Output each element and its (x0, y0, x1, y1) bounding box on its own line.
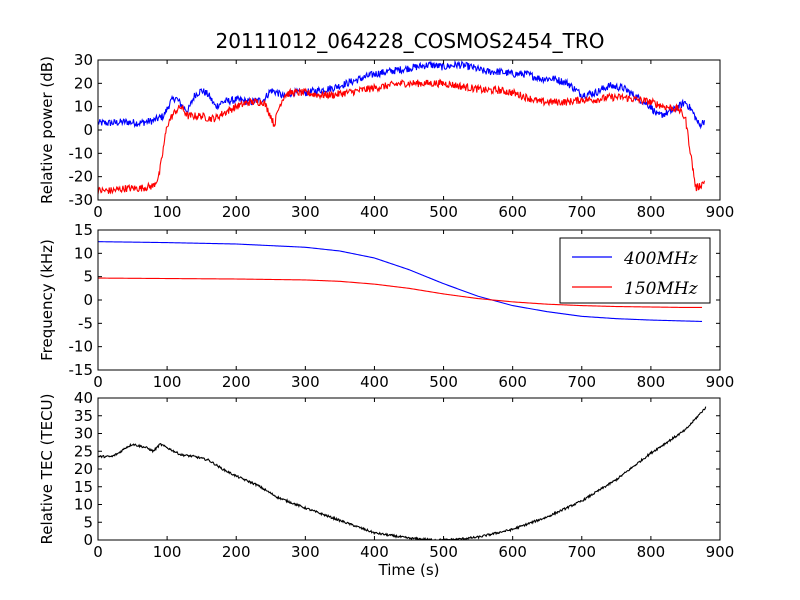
y-tick-label: 35 (74, 407, 93, 425)
series-line-3-1 (98, 406, 707, 540)
x-tick-label: 500 (429, 373, 458, 391)
x-tick-label: 500 (429, 543, 458, 561)
figure-title: 20111012_064228_COSMOS2454_TRO (216, 29, 605, 53)
x-tick-label: 900 (706, 373, 735, 391)
y-tick-label: 0 (83, 291, 93, 309)
x-tick-label: 0 (93, 373, 103, 391)
x-tick-label: 600 (498, 373, 527, 391)
x-tick-label: 600 (498, 203, 527, 221)
x-tick-label: 900 (706, 203, 735, 221)
series-line-1-2 (98, 78, 705, 195)
y-tick-label: 30 (74, 425, 93, 443)
y-tick-label: -10 (69, 144, 94, 162)
x-tick-label: 0 (93, 543, 103, 561)
y-tick-label: 40 (74, 389, 93, 407)
x-tick-label: 800 (637, 373, 666, 391)
chart-panel-3: 0 100 200 300 400 500 600 700 800 900 051015202530… (38, 389, 734, 579)
y-tick-label: -10 (69, 338, 94, 356)
x-tick-label: 400 (360, 543, 389, 561)
legend-box (559, 237, 711, 304)
x-tick-label: 500 (429, 203, 458, 221)
x-tick-label: 700 (567, 373, 596, 391)
y-tick-label: 15 (74, 221, 93, 239)
series-line-2-2 (98, 277, 703, 309)
y-tick-label: 15 (74, 478, 93, 496)
x-tick-label: 0 (93, 203, 103, 221)
chart-panel-2: 0 100 200 300 400 500 600 700 800 900 -15 -10 -5 0 5 10… (38, 221, 734, 391)
legend-label: 400MHz (623, 249, 699, 269)
x-tick-label: 100 (153, 543, 182, 561)
series-line-2-1 (98, 241, 703, 322)
x-tick-label: 800 (637, 543, 666, 561)
y-tick-label: 10 (74, 496, 93, 514)
y-tick-label: 0 (83, 121, 93, 139)
y-tick-label: 5 (83, 268, 93, 286)
x-tick-label: 300 (291, 543, 320, 561)
axes-frame (97, 59, 721, 201)
x-tick-label: 100 (153, 203, 182, 221)
y-tick-label: 10 (74, 98, 93, 116)
y-tick-label: 20 (74, 74, 93, 92)
x-tick-label: 300 (291, 203, 320, 221)
y-tick-label: 5 (83, 513, 93, 531)
x-tick-label: 700 (567, 543, 596, 561)
x-tick-label: 200 (222, 543, 251, 561)
x-tick-label: 400 (360, 373, 389, 391)
chart-panel-1: 0 100 200 300 400 500 600 700 800 900 -30 -20 -10 0 10… (38, 51, 734, 221)
y-axis-label: Frequency (kHz) (38, 239, 56, 361)
legend-label: 150MHz (624, 279, 699, 299)
y-tick-label: -5 (78, 314, 93, 332)
x-tick-label: 400 (360, 203, 389, 221)
axes-frame (97, 397, 721, 541)
y-tick-label: 25 (74, 442, 93, 460)
x-tick-label: 600 (498, 543, 527, 561)
x-tick-label: 200 (222, 203, 251, 221)
y-tick-label: -15 (69, 361, 94, 379)
x-tick-label: 800 (637, 203, 666, 221)
x-tick-label: 200 (222, 373, 251, 391)
y-tick-label: -30 (69, 191, 94, 209)
series-line-1-1 (98, 60, 705, 130)
x-tick-label: 700 (567, 203, 596, 221)
x-axis-label: Time (s) (378, 561, 440, 579)
y-tick-label: 30 (74, 51, 93, 69)
x-tick-label: 100 (153, 373, 182, 391)
legend: 400MHz 150MHz (559, 237, 711, 304)
y-tick-label: -20 (69, 168, 94, 186)
y-axis-label: Relative power (dB) (38, 56, 56, 204)
y-tick-label: 10 (74, 244, 93, 262)
x-tick-label: 300 (291, 373, 320, 391)
y-tick-label: 20 (74, 460, 93, 478)
y-tick-label: 0 (83, 531, 93, 549)
y-axis-label: Relative TEC (TECU) (38, 394, 56, 545)
x-tick-label: 900 (706, 543, 735, 561)
